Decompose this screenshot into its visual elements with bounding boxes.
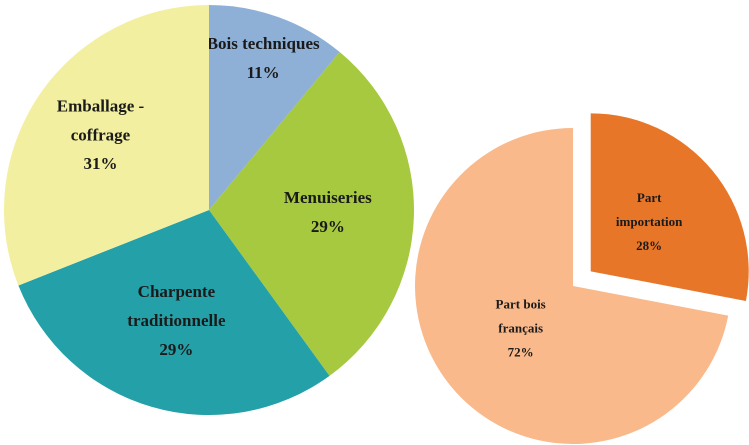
slice-label: Bois techniques 11%: [207, 34, 320, 82]
value-label: 31%: [83, 154, 117, 173]
category-label: Menuiseries: [284, 188, 372, 207]
label-line: Menuiseries: [284, 188, 372, 207]
category-label: Charpente traditionnelle: [127, 282, 226, 330]
value-label: 29%: [311, 217, 345, 236]
label-line: Bois techniques: [207, 34, 320, 53]
category-label: Part bois français: [496, 296, 546, 335]
value-label: 28%: [636, 238, 662, 253]
label-line: Charpente: [138, 282, 216, 301]
label-line: importation: [616, 214, 683, 229]
category-label: Emballage - coffrage: [57, 96, 145, 144]
slice-label: Charpente traditionnelle 29%: [127, 282, 226, 359]
label-line: coffrage: [71, 125, 131, 144]
slice-label: Emballage - coffrage 31%: [57, 96, 145, 173]
pie-slice: [209, 52, 414, 376]
category-label: Part importation: [616, 190, 683, 229]
slice-label: Part importation 28%: [616, 190, 683, 253]
pie-slice: [3, 5, 209, 286]
pie-slice: [209, 5, 340, 210]
value-label: 29%: [159, 340, 193, 359]
label-line: Emballage -: [57, 96, 145, 115]
pie-slice: [415, 128, 729, 444]
value-label: 72%: [508, 344, 534, 359]
label-line: traditionnelle: [127, 311, 226, 330]
pie-slice: [590, 113, 749, 301]
slice-label: Part bois français 72%: [496, 296, 546, 359]
slice-label: Menuiseries 29%: [284, 188, 372, 236]
label-line: français: [498, 320, 543, 335]
category-label: Bois techniques: [207, 34, 320, 53]
value-label: 11%: [247, 63, 280, 82]
label-line: Part bois: [496, 296, 546, 311]
pie-slice: [18, 210, 330, 415]
label-line: Part: [637, 190, 662, 205]
